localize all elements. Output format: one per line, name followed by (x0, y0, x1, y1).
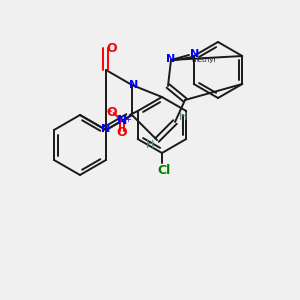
Text: O: O (107, 41, 117, 55)
Text: -: - (106, 104, 111, 118)
Text: N: N (190, 49, 200, 59)
Text: H: H (146, 140, 154, 150)
Text: N: N (101, 124, 111, 134)
Text: N: N (167, 54, 176, 64)
Text: methyl: methyl (192, 57, 216, 63)
Text: N: N (116, 115, 127, 128)
Text: +: + (124, 115, 131, 124)
Text: H: H (179, 112, 187, 122)
Text: O: O (116, 127, 127, 140)
Text: O: O (106, 106, 117, 119)
Text: N: N (129, 80, 139, 90)
Text: Cl: Cl (157, 164, 171, 176)
